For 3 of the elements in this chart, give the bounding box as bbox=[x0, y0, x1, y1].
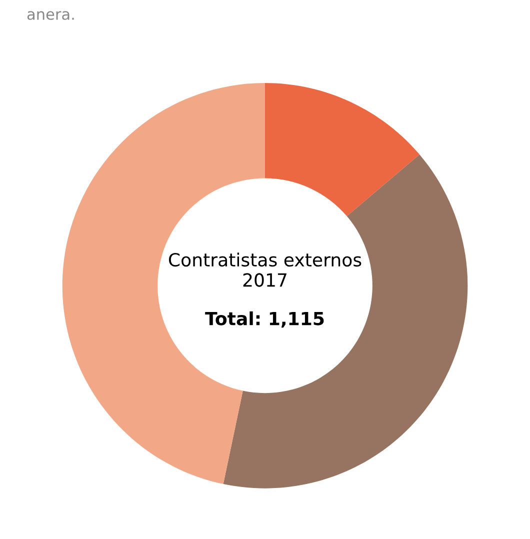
text: Total: 1,115 bbox=[205, 311, 324, 328]
text: anera. bbox=[27, 11, 74, 20]
text: Contratistas externos 2017 bbox=[168, 252, 362, 287]
